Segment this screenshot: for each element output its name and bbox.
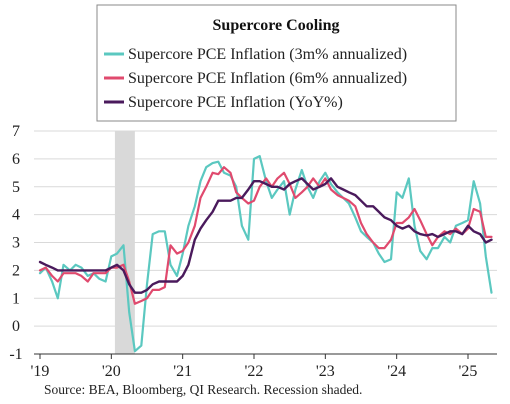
legend-label-1: Supercore PCE Inflation (3m% annualized) [128,46,407,63]
x-tick-label: '22 [245,363,264,380]
legend-label-2: Supercore PCE Inflation (6m% annualized) [128,70,407,87]
y-tick-label: 4 [12,207,20,224]
x-tick-label: '24 [387,363,406,380]
axes [34,353,497,359]
legend: Supercore Cooling Supercore PCE Inflatio… [96,4,457,122]
legend-label-3: Supercore PCE Inflation (YoY%) [128,94,343,111]
gridlines [34,130,497,327]
x-tick-label: '19 [31,363,50,380]
x-tick-label: '21 [173,363,192,380]
y-tick-label: -1 [9,346,22,363]
series-line-3 [38,177,493,294]
x-tick-labels: '19 '20 '21 '22 '23 '24 '25 [31,363,478,380]
y-tick-labels: -1 0 1 2 3 4 5 6 7 [9,123,22,363]
recession-band [114,131,135,354]
series-layer [38,155,493,353]
series-line-1 [38,155,493,353]
y-tick-label: 5 [12,179,20,196]
recession-shading-layer [114,131,135,354]
x-tick-label: '25 [459,363,478,380]
y-tick-label: 0 [12,318,20,335]
x-tick-label: '20 [102,363,121,380]
legend-box [96,4,457,122]
y-tick-label: 6 [12,151,20,168]
y-tick-label: 2 [12,262,20,279]
legend-items: Supercore PCE Inflation (3m% annualized)… [104,46,407,111]
y-tick-label: 3 [12,235,20,252]
x-tick-label: '23 [316,363,335,380]
chart-title: Supercore Cooling [213,17,340,34]
series-line-2 [38,166,493,305]
y-tick-label: 1 [12,290,20,307]
source-note: Source: BEA, Bloomberg, QI Research. Rec… [44,382,362,397]
y-tick-label: 7 [12,123,20,140]
